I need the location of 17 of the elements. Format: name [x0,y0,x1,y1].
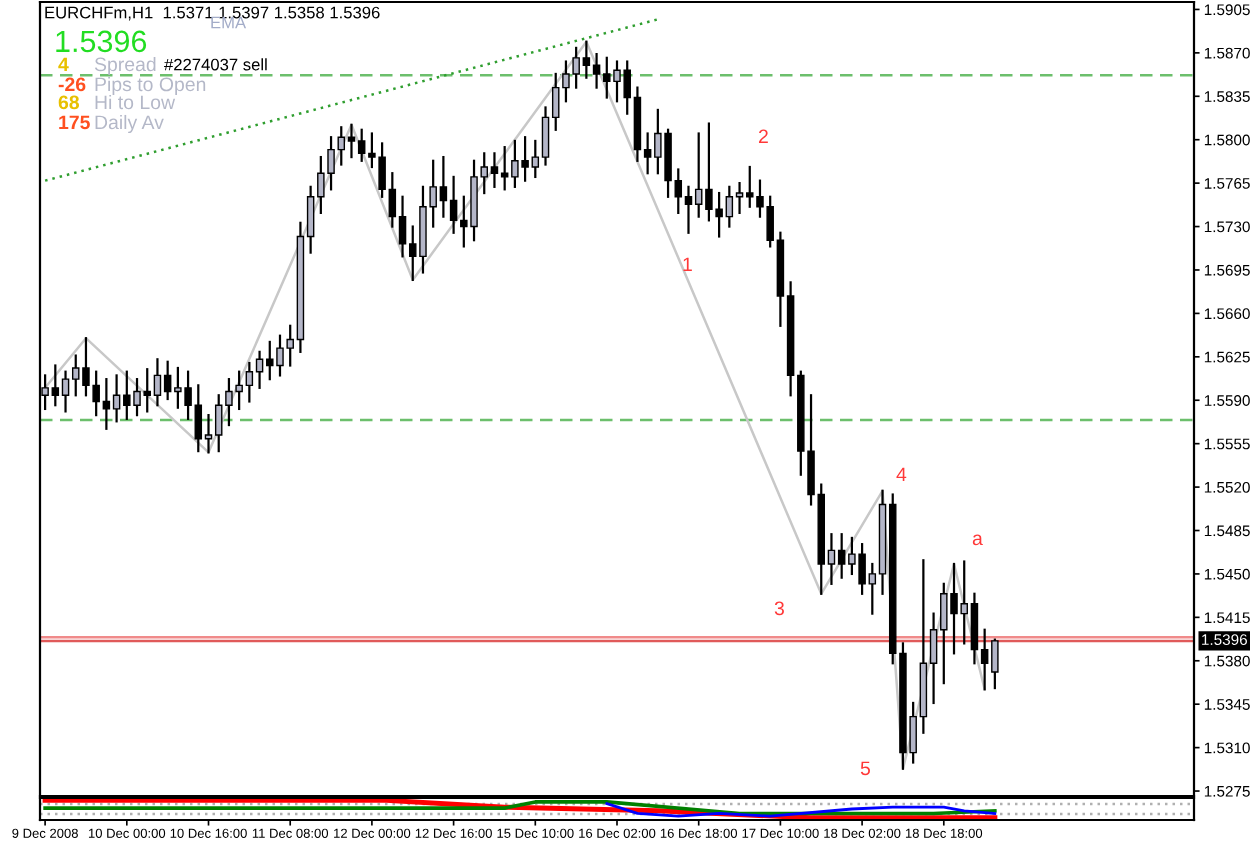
annotation: 4 [896,467,907,482]
annotation: -26 [58,77,86,92]
annotation: 68 [58,95,80,110]
annotation: a [972,534,983,546]
annotation: EMA [211,16,247,29]
annotation: Pips to Open [95,76,206,96]
annotation: 1.5396 [56,30,147,53]
annotation: Spread [94,56,156,76]
annotation: 5 [860,761,870,776]
annotation: Daily Av [95,114,164,134]
annotation: 2 [758,129,768,144]
annotation: 175 [59,115,90,130]
annotation: 3 [774,601,784,616]
annotation: 1 [683,257,692,272]
annotation: #2274037 sell [164,58,267,71]
annotation: Hi to Low [95,94,176,110]
annotation: 4 [58,57,69,72]
